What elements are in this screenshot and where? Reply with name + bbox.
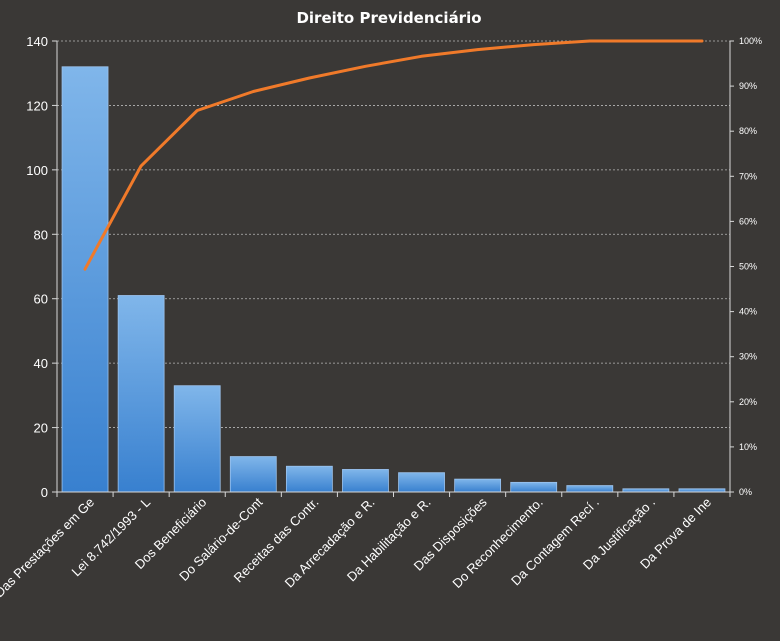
- y2-tick-label: 40%: [739, 307, 757, 317]
- line-point: [83, 268, 87, 271]
- line-point: [476, 48, 479, 51]
- line-point: [308, 76, 311, 80]
- bar: [117, 295, 165, 493]
- cumulative-line-series: [83, 39, 704, 271]
- y-tick-label: 100: [26, 163, 48, 178]
- y2-tick-label: 60%: [739, 216, 757, 226]
- grid-lines: [57, 40, 730, 428]
- y2-tick-label: 20%: [739, 397, 757, 407]
- bar: [566, 485, 614, 493]
- left-y-axis: 0 20 40 60 80 100 120 140: [26, 34, 58, 500]
- y2-tick-label: 10%: [739, 442, 757, 452]
- bar: [61, 66, 109, 493]
- y-tick-label: 20: [34, 421, 48, 436]
- y2-tick-label: 30%: [739, 352, 757, 362]
- chart-title: Direito Previdenciário: [296, 9, 481, 27]
- line-point: [196, 109, 199, 112]
- y-tick-label: 140: [26, 34, 48, 49]
- bar-series: [61, 66, 726, 493]
- y-tick-label: 80: [34, 227, 48, 242]
- bar: [229, 456, 277, 493]
- y2-tick-label: 0%: [739, 487, 752, 497]
- y2-tick-label: 70%: [739, 171, 757, 181]
- y2-tick-label: 80%: [739, 126, 757, 136]
- y2-tick-label: 50%: [739, 262, 757, 272]
- bar: [454, 478, 502, 493]
- y2-tick-label: 90%: [739, 81, 757, 91]
- line-point: [420, 55, 423, 58]
- line-point: [252, 90, 255, 93]
- right-y-axis: 0% 10% 20% 30% 40% 50% 60% 70% 80% 90% 100%: [729, 36, 762, 497]
- y-tick-label: 60: [34, 292, 48, 307]
- line-point: [700, 39, 704, 43]
- line-point: [644, 39, 648, 43]
- cumulative-line: [83, 39, 704, 271]
- bar: [510, 481, 558, 493]
- bar: [173, 385, 221, 493]
- y-tick-label: 0: [41, 485, 48, 500]
- bar: [398, 472, 445, 493]
- y-tick-label: 120: [26, 98, 48, 113]
- bar: [285, 465, 333, 493]
- line-point: [588, 39, 591, 43]
- y2-tick-label: 100%: [739, 36, 762, 46]
- line-point: [532, 43, 535, 46]
- x-tick-label: Das Prestações em Ge: [0, 495, 97, 601]
- line-point: [364, 65, 367, 68]
- line-point: [139, 164, 143, 168]
- y-tick-label: 40: [34, 356, 48, 371]
- bar: [342, 469, 389, 493]
